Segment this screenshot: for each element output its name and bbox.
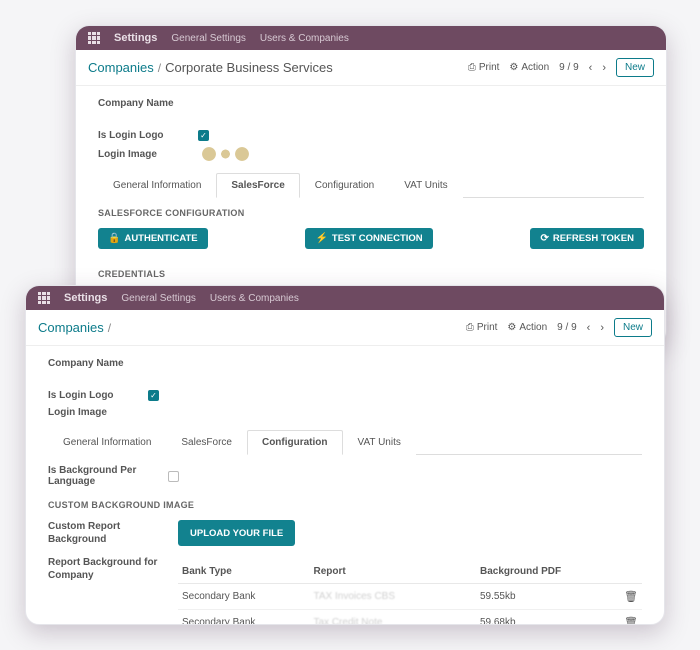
company-name-heading: Company Name (98, 98, 644, 127)
custom-report-bg-label: Custom Report Background (48, 520, 158, 546)
refresh-icon: ⟳ (540, 233, 548, 244)
tab-general[interactable]: General Information (48, 430, 166, 455)
table-row: Secondary BankTAX Invoices CBS59.55kb 🗑 (178, 584, 642, 610)
login-image-label: Login Image (98, 149, 188, 160)
tab-salesforce[interactable]: SalesForce (216, 173, 299, 198)
login-logo-checkbox[interactable]: ✓ (148, 390, 159, 401)
breadcrumb-sep: / (108, 321, 111, 335)
cell-bank-type: Secondary Bank (178, 610, 310, 626)
trash-icon[interactable]: 🗑 (624, 591, 638, 603)
breadcrumb-current: Corporate Business Services (165, 60, 333, 75)
pager-prev-icon[interactable]: ‹ (589, 62, 593, 74)
login-image-thumb[interactable] (198, 147, 253, 161)
tab-configuration[interactable]: Configuration (247, 430, 343, 455)
pager-prev-icon[interactable]: ‹ (587, 322, 591, 334)
trash-icon[interactable]: 🗑 (624, 617, 638, 625)
login-logo-label: Is Login Logo (48, 390, 138, 401)
tab-configuration[interactable]: Configuration (300, 173, 389, 198)
upload-file-button[interactable]: UPLOAD YOUR FILE (178, 520, 295, 546)
header-title: Settings (114, 32, 157, 44)
menu-users-companies[interactable]: Users & Companies (210, 293, 299, 304)
th-bank-type: Bank Type (178, 560, 310, 584)
th-bg-pdf: Background PDF (476, 560, 620, 584)
bg-per-lang-label: Is Background Per Language (48, 465, 158, 487)
tabs: General Information SalesForce Configura… (98, 172, 644, 198)
tab-vat-units[interactable]: VAT Units (343, 430, 416, 455)
pager-text: 9 / 9 (557, 322, 576, 333)
menu-users-companies[interactable]: Users & Companies (260, 33, 349, 44)
menu-general-settings[interactable]: General Settings (171, 33, 246, 44)
test-connection-button[interactable]: ⚡TEST CONNECTION (305, 228, 432, 249)
new-button[interactable]: New (614, 318, 652, 337)
custom-bg-section: CUSTOM BACKGROUND IMAGE (48, 490, 642, 516)
cell-report: TAX Invoices CBS (310, 584, 476, 610)
refresh-token-button[interactable]: ⟳REFRESH TOKEN (530, 228, 644, 249)
login-logo-checkbox[interactable]: ✓ (198, 130, 209, 141)
new-button[interactable]: New (616, 58, 654, 77)
lock-icon: 🔒 (108, 233, 120, 244)
cell-report: Tax Credit Note (310, 610, 476, 626)
tabs: General Information SalesForce Configura… (48, 429, 642, 455)
gear-icon: ⚙ (509, 62, 518, 73)
bolt-icon: ⚡ (315, 233, 327, 244)
cell-bg-pdf: 59.55kb (476, 584, 620, 610)
apps-icon[interactable] (38, 292, 50, 304)
pager-next-icon[interactable]: › (602, 62, 606, 74)
tab-salesforce[interactable]: SalesForce (166, 430, 247, 455)
printer-icon: ⎙ (468, 62, 476, 73)
bg-per-lang-checkbox[interactable] (168, 471, 179, 482)
breadcrumb-bar: Companies / Corporate Business Services … (76, 50, 666, 86)
header-title: Settings (64, 292, 107, 304)
tab-general[interactable]: General Information (98, 173, 216, 198)
print-button[interactable]: ⎙Print (466, 322, 498, 333)
cell-bank-type: Secondary Bank (178, 584, 310, 610)
print-button[interactable]: ⎙Print (468, 62, 500, 73)
login-image-label: Login Image (48, 407, 138, 418)
action-button[interactable]: ⚙Action (507, 322, 547, 333)
apps-icon[interactable] (88, 32, 100, 44)
breadcrumb-root[interactable]: Companies (38, 320, 104, 335)
window-configuration: Settings General Settings Users & Compan… (25, 285, 665, 625)
table-row: Secondary BankTax Credit Note59.68kb 🗑 (178, 610, 642, 626)
menu-general-settings[interactable]: General Settings (121, 293, 196, 304)
report-bg-table: Bank Type Report Background PDF Secondar… (178, 560, 642, 625)
pager-next-icon[interactable]: › (600, 322, 604, 334)
breadcrumb-root[interactable]: Companies (88, 60, 154, 75)
action-button[interactable]: ⚙Action (509, 62, 549, 73)
th-report: Report (310, 560, 476, 584)
tab-vat-units[interactable]: VAT Units (389, 173, 462, 198)
cell-bg-pdf: 59.68kb (476, 610, 620, 626)
company-name-heading: Company Name (48, 358, 642, 387)
breadcrumb-bar: Companies / ⎙Print ⚙Action 9 / 9 ‹ › New (26, 310, 664, 346)
report-bg-company-label: Report Background for Company (48, 556, 158, 625)
authenticate-button[interactable]: 🔒AUTHENTICATE (98, 228, 208, 249)
pager-text: 9 / 9 (559, 62, 578, 73)
app-header: Settings General Settings Users & Compan… (76, 26, 666, 50)
printer-icon: ⎙ (466, 322, 474, 333)
login-logo-label: Is Login Logo (98, 130, 188, 141)
gear-icon: ⚙ (507, 322, 516, 333)
app-header: Settings General Settings Users & Compan… (26, 286, 664, 310)
credentials-section: CREDENTIALS (98, 259, 644, 285)
sf-config-section: SALESFORCE CONFIGURATION (98, 198, 644, 224)
breadcrumb-sep: / (158, 61, 161, 75)
